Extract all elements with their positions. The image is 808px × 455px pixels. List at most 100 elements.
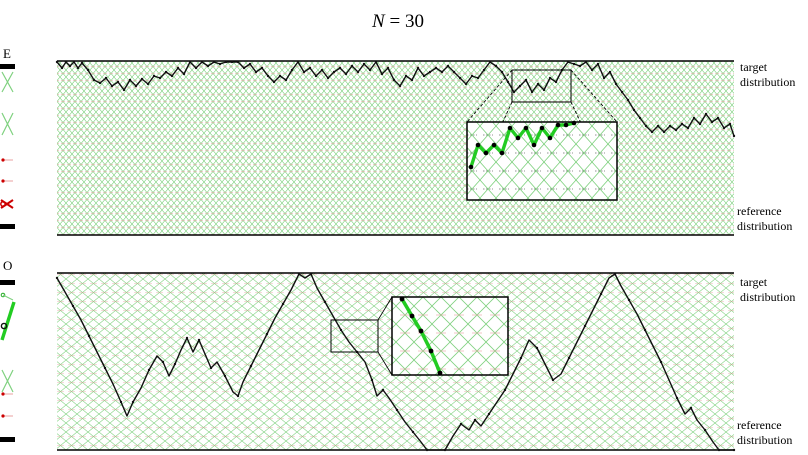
walk-node — [338, 66, 342, 70]
walk-node — [320, 68, 324, 72]
walk-node — [248, 62, 252, 66]
walk-node — [506, 80, 510, 84]
walk-node — [503, 388, 507, 392]
walk-node — [242, 66, 246, 70]
panel-e-target-label-2: distribution — [740, 75, 795, 89]
walk-node — [410, 78, 414, 82]
walk-node — [368, 68, 372, 72]
walk-node — [434, 66, 438, 70]
walk-node — [87, 334, 91, 338]
walk-node — [131, 400, 135, 404]
panel-o-target-label-2: distribution — [740, 290, 795, 304]
panel-o-zoom-source-box — [330, 319, 379, 353]
walk-node — [60, 66, 64, 70]
panel-e: E — [0, 46, 795, 236]
walk-node — [392, 78, 396, 82]
panel-o-reference-label-1: reference — [737, 418, 782, 432]
walk-node — [356, 70, 360, 74]
walk-node — [716, 116, 720, 120]
panel-o-legend-strip — [0, 280, 16, 442]
walk-node — [302, 70, 306, 74]
panel-o: O — [0, 258, 795, 452]
panel-e-target-label-1: target — [740, 60, 768, 74]
walk-node — [260, 66, 264, 70]
walk-node — [674, 128, 678, 132]
walk-node — [583, 324, 587, 328]
walk-node — [476, 76, 480, 80]
walk-node — [370, 378, 374, 382]
panel-e-inset — [466, 120, 618, 201]
walk-node — [55, 276, 59, 280]
walk-node — [627, 298, 631, 302]
walk-node — [194, 66, 198, 70]
walk-node — [164, 70, 168, 74]
legend-cross-icon — [1, 369, 14, 393]
walk-node — [668, 124, 672, 128]
walk-node — [473, 418, 477, 422]
walk-node — [55, 60, 59, 64]
walk-node — [675, 396, 679, 400]
walk-node — [422, 74, 426, 78]
legend-bar-top — [0, 64, 15, 69]
walk-node — [134, 84, 138, 88]
legend-cross-icon — [1, 112, 14, 136]
walk-node — [446, 64, 450, 68]
panel-o-inset-frame — [391, 296, 509, 376]
walk-node — [230, 60, 234, 64]
walk-node — [209, 366, 213, 370]
walk-node — [381, 388, 385, 392]
walk-node — [212, 60, 216, 64]
walk-node — [659, 360, 663, 364]
walk-node — [452, 70, 456, 74]
walk-node — [632, 108, 636, 112]
walk-node — [500, 70, 504, 74]
walk-node — [518, 84, 522, 88]
walk-node — [464, 82, 468, 86]
walk-node — [548, 76, 552, 80]
walk-node — [590, 68, 594, 72]
walk-node — [98, 81, 102, 85]
walk-node — [297, 272, 301, 276]
legend-bar-bottom — [0, 224, 15, 229]
walk-node — [309, 272, 313, 276]
walk-node — [536, 82, 540, 86]
walk-node — [176, 66, 180, 70]
figure-title: N = 30 — [371, 11, 424, 32]
panel-e-reference-label-2: distribution — [737, 219, 792, 233]
walk-node — [482, 68, 486, 72]
walk-node — [656, 124, 660, 128]
walk-node — [68, 64, 72, 68]
walk-node — [584, 60, 588, 64]
walk-node — [326, 76, 330, 80]
legend-bar-top — [0, 280, 15, 285]
walk-node — [689, 406, 693, 410]
walk-node — [64, 60, 68, 64]
walk-node — [566, 60, 570, 64]
walk-node — [596, 62, 600, 66]
walk-node — [620, 90, 624, 94]
walk-node — [128, 78, 132, 82]
walk-node — [614, 82, 618, 86]
walk-node — [104, 76, 108, 80]
walk-node — [404, 74, 408, 78]
walk-node — [236, 394, 240, 398]
walk-node — [281, 302, 285, 306]
walk-node — [599, 292, 603, 296]
walk-node — [344, 72, 348, 76]
walk-node — [728, 122, 732, 126]
walk-node — [140, 77, 144, 81]
walk-node — [218, 62, 222, 66]
walk-node — [182, 72, 186, 76]
panel-o-walk-nodes — [55, 272, 736, 452]
walk-node — [710, 120, 714, 124]
walk-node — [188, 60, 192, 64]
walk-node — [487, 412, 491, 416]
walk-node — [314, 74, 318, 78]
walk-node — [512, 90, 516, 94]
walk-node — [535, 346, 539, 350]
walk-node — [72, 60, 76, 64]
walk-node — [332, 70, 336, 74]
walk-node — [530, 90, 534, 94]
walk-node — [638, 116, 642, 120]
panel-o-inset — [391, 296, 509, 376]
